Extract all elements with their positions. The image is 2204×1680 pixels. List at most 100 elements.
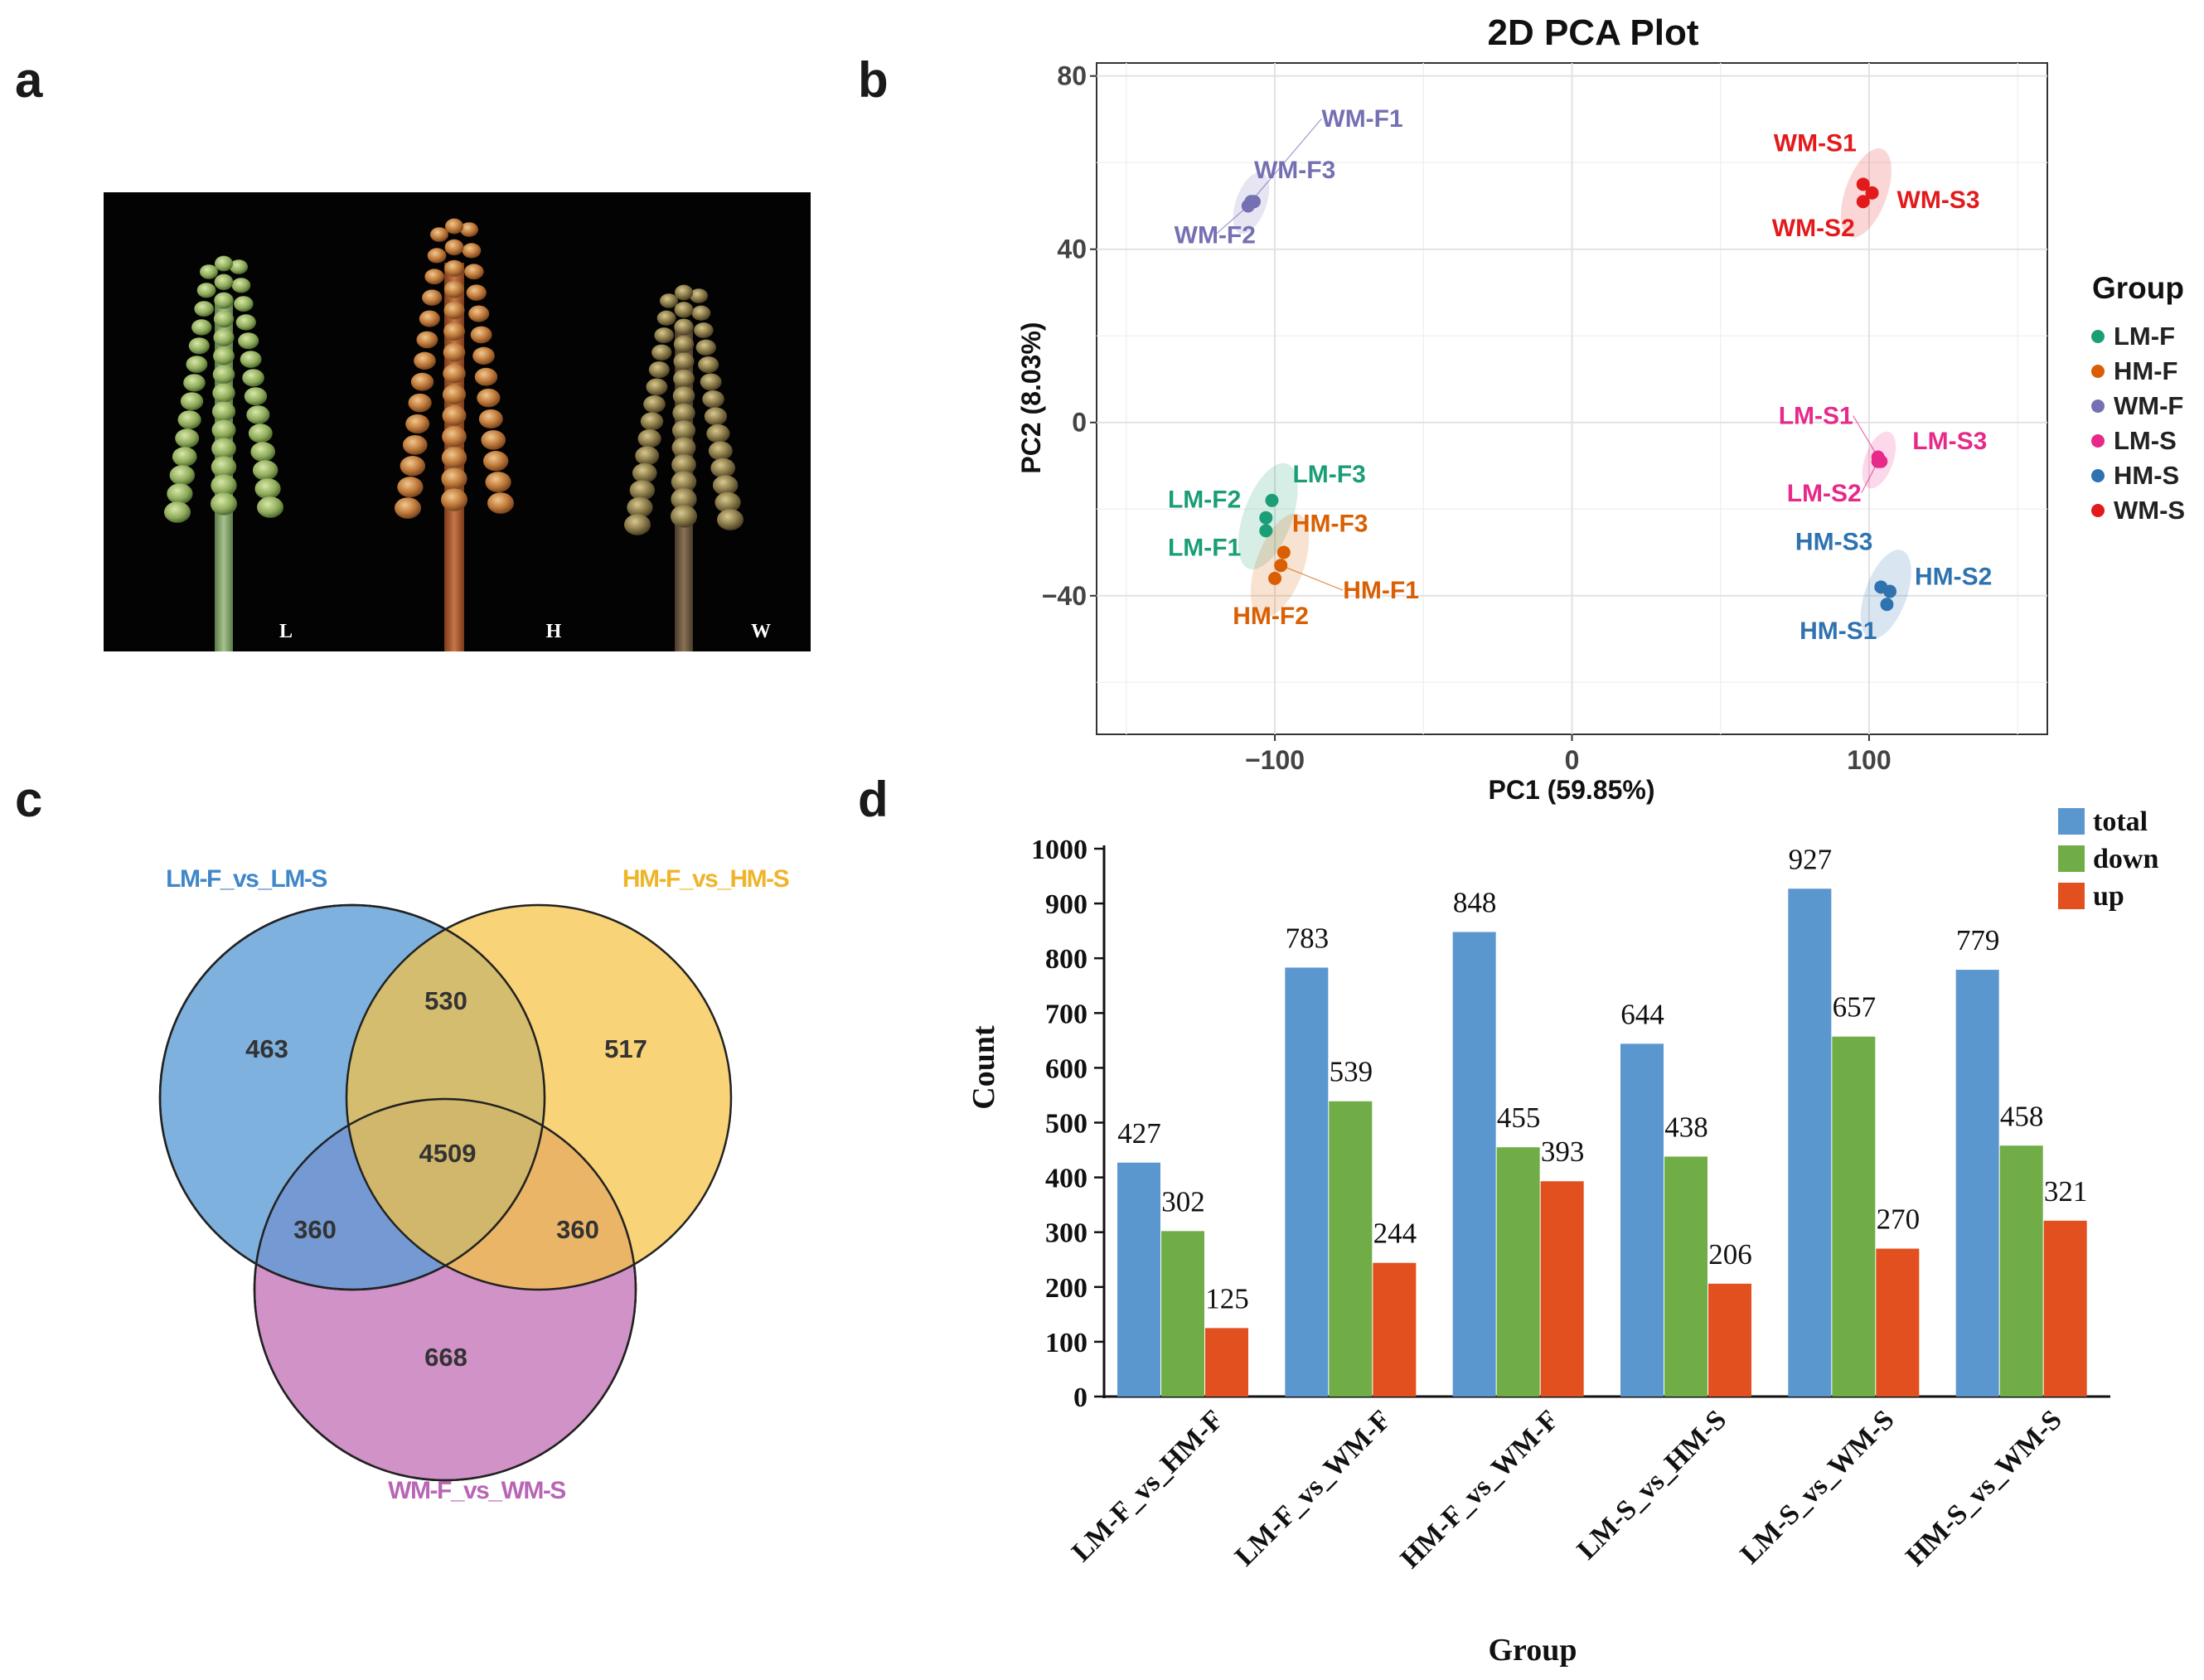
venn-value-all: 4509: [419, 1139, 477, 1168]
pca-legend-swatch: [2091, 469, 2105, 482]
bar-up: [1205, 1328, 1248, 1397]
bar-value-label: 302: [1161, 1185, 1205, 1218]
pca-x-tick-label: 0: [1565, 745, 1580, 775]
pca-point-label: HM-S2: [1915, 564, 1992, 591]
pca-y-axis-label: PC2 (8.03%): [1016, 322, 1046, 473]
pca-title: 2D PCA Plot: [1487, 12, 1698, 53]
photo-label-l: L: [279, 621, 293, 642]
bar-category-label: LM-S_vs_HM-S: [1572, 1404, 1732, 1565]
bar-up: [2043, 1220, 2087, 1397]
panel-letter-b: b: [858, 52, 889, 108]
pca-point-label: HM-F3: [1292, 511, 1368, 538]
bar-total: [1788, 888, 1832, 1397]
pca-legend-label: LM-S: [2114, 426, 2177, 455]
bar-total: [1452, 932, 1496, 1397]
venn-value-hm-wm: 360: [556, 1215, 599, 1244]
bar-legend-label: up: [2093, 881, 2124, 912]
pca-y-tick-label: 40: [1057, 235, 1087, 264]
bar-up: [1540, 1181, 1584, 1397]
pca-point-label: LM-F2: [1168, 487, 1241, 514]
bar-down: [1329, 1101, 1373, 1397]
bar-value-label: 206: [1708, 1238, 1752, 1271]
photo-label-h: H: [546, 621, 562, 642]
pca-point-label: HM-S3: [1795, 528, 1872, 555]
bar-x-axis-label: Group: [1488, 1633, 1577, 1668]
pca-legend-swatch: [2091, 504, 2105, 517]
bar-chart: 0 100 200 300 400 500 600 700 800 900 1000 427 302 1…: [966, 806, 2158, 1668]
bar-value-label: 427: [1117, 1117, 1161, 1150]
bar-legend-swatch: [2058, 845, 2085, 872]
pca-point: [1247, 195, 1261, 209]
venn-set-label-lm: LM-F_vs_LM-S: [166, 865, 327, 893]
pca-x-tick-label: 100: [1847, 745, 1891, 775]
pca-x-tick-label: −100: [1245, 745, 1305, 775]
pca-point: [1259, 511, 1273, 525]
venn-circle-hm: [345, 903, 733, 1291]
bar-y-axis-label: Count: [966, 1025, 1001, 1110]
pca-legend-label: HM-F: [2114, 356, 2177, 385]
bar-category-label: HM-F_vs_WM-F: [1395, 1404, 1565, 1574]
bar-total: [1620, 1043, 1664, 1397]
pca-y-tick-label: 0: [1072, 408, 1087, 438]
bar-value-label: 657: [1833, 991, 1877, 1024]
bar-y-tick-label: 300: [1045, 1218, 1087, 1249]
bar-legend-swatch: [2058, 808, 2085, 835]
bar-y-tick-label: 0: [1073, 1382, 1087, 1413]
pca-legend-swatch: [2091, 330, 2105, 343]
bar-value-label: 438: [1664, 1111, 1708, 1143]
bar-y-tick-label: 700: [1045, 999, 1087, 1029]
plant-l: [164, 255, 283, 651]
pca-point: [1856, 195, 1870, 209]
bar-down: [1161, 1231, 1204, 1397]
pca-point: [1276, 545, 1291, 559]
bar-value-label: 455: [1497, 1101, 1541, 1134]
panel-letter-d: d: [858, 772, 889, 827]
specimen-photo: L H W: [104, 192, 811, 651]
pca-legend-swatch: [2091, 365, 2105, 378]
venn-outline-lm: [158, 903, 546, 1291]
bar-value-label: 848: [1453, 886, 1497, 918]
pca-point-label: LM-F3: [1292, 461, 1365, 488]
bar-value-label: 783: [1286, 922, 1330, 954]
pca-point-label: HM-F1: [1343, 577, 1419, 604]
bar-legend-label: total: [2093, 806, 2148, 837]
bar-down: [1664, 1156, 1707, 1397]
bar-total: [1117, 1162, 1160, 1397]
bar-down: [1832, 1036, 1876, 1397]
bar-y-tick-label: 800: [1045, 944, 1087, 975]
pca-legend-swatch: [2091, 399, 2105, 413]
bar-value-label: 644: [1620, 998, 1664, 1030]
bar-category-label: LM-F_vs_WM-F: [1229, 1404, 1397, 1571]
pca-point-label: LM-F1: [1168, 534, 1241, 561]
pca-point: [1865, 186, 1879, 200]
bar-legend-swatch: [2058, 883, 2085, 909]
pca-point-label: WM-F2: [1175, 221, 1256, 249]
bar-y-tick-label: 200: [1045, 1273, 1087, 1304]
pca-point-label: WM-F3: [1254, 157, 1335, 184]
venn-value-hm-only: 517: [604, 1034, 647, 1063]
venn-set-label-hm: HM-F_vs_HM-S: [622, 865, 789, 893]
panel-letter-c: c: [15, 772, 43, 827]
bar-y-tick-label: 400: [1045, 1164, 1087, 1194]
pca-point-label: WM-F1: [1321, 105, 1402, 133]
plant-w: [624, 284, 744, 651]
photo-label-w: W: [751, 621, 771, 642]
pca-point-label: LM-S3: [1912, 428, 1987, 455]
venn-value-lm-hm: 530: [424, 986, 467, 1015]
bar-total: [1285, 967, 1329, 1397]
pca-point-label: WM-S3: [1897, 186, 1980, 214]
bar-up: [1708, 1283, 1751, 1397]
plant-h: [395, 218, 514, 651]
pca-point-label: LM-S1: [1779, 403, 1853, 430]
pca-point: [1274, 559, 1288, 573]
pca-legend-swatch: [2091, 434, 2105, 448]
venn-value-wm-only: 668: [424, 1343, 467, 1372]
pca-point-label: WM-S1: [1774, 129, 1857, 157]
pca-point: [1856, 177, 1870, 191]
venn-set-label-wm: WM-F_vs_WM-S: [388, 1477, 565, 1504]
bar-category-label: LM-F_vs_HM-F: [1066, 1404, 1229, 1567]
pca-y-tick-label: 80: [1057, 61, 1087, 91]
bar-value-label: 125: [1205, 1282, 1249, 1314]
bar-total: [1955, 970, 1999, 1397]
pca-x-axis-label: PC1 (59.85%): [1489, 775, 1655, 805]
